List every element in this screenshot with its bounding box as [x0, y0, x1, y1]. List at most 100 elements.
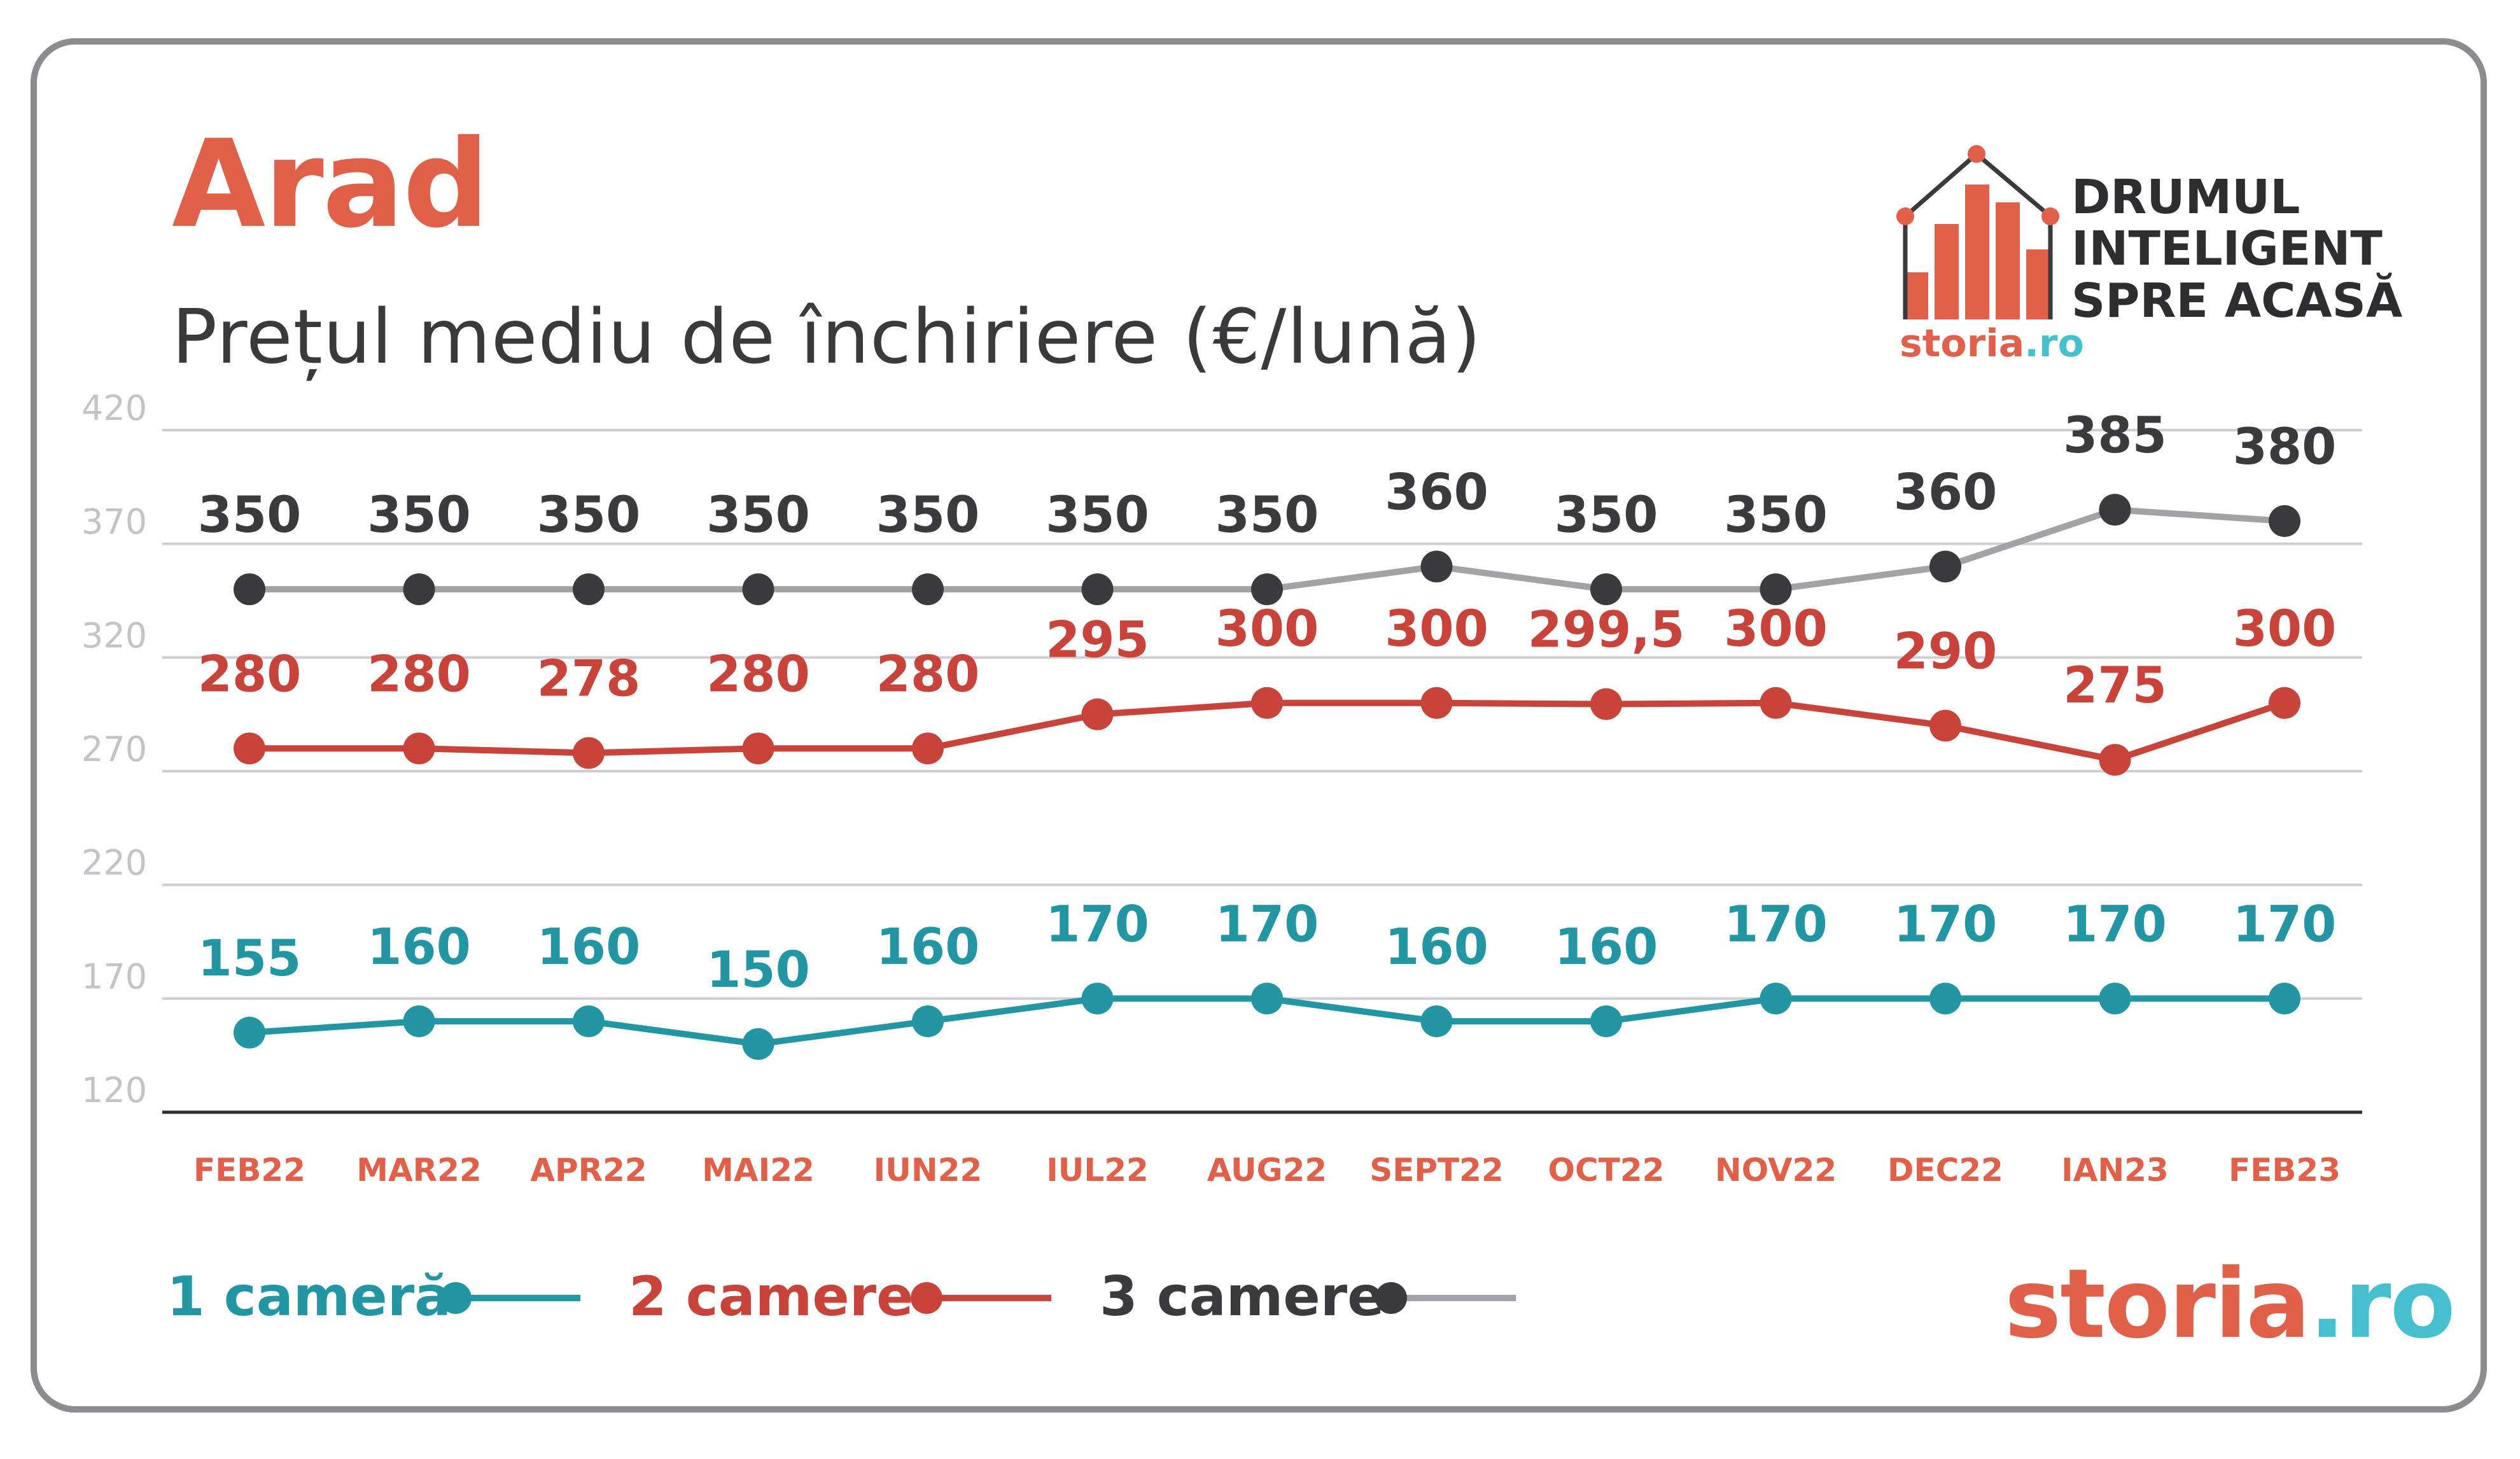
x-tick-label: SEPT22 — [1369, 1152, 1504, 1189]
data-point — [234, 732, 265, 765]
x-tick-label: IAN23 — [2061, 1152, 2169, 1189]
data-point — [2099, 982, 2131, 1015]
y-tick-label: 120 — [81, 1070, 147, 1110]
x-tick-label: DEC22 — [1887, 1152, 2003, 1189]
data-label: 170 — [1724, 896, 1828, 953]
data-label: 300 — [2233, 601, 2337, 658]
footer-brand-b: .ro — [2309, 1249, 2456, 1360]
x-tick-label: MAR22 — [356, 1152, 482, 1189]
data-point — [912, 732, 944, 765]
data-point — [234, 573, 265, 606]
x-tick-label: IUN22 — [874, 1152, 983, 1189]
data-point — [1929, 550, 1961, 583]
footer-brand: storia.ro — [2005, 1257, 2456, 1352]
data-point — [912, 1005, 944, 1038]
data-label: 170 — [2233, 896, 2337, 953]
data-label: 290 — [1894, 624, 1998, 681]
data-point — [573, 737, 605, 769]
data-point — [2269, 687, 2300, 719]
data-label: 150 — [706, 942, 810, 999]
data-label: 350 — [367, 487, 471, 544]
data-label: 170 — [1894, 896, 1998, 953]
data-label: 280 — [876, 646, 980, 703]
data-label: 385 — [2063, 407, 2167, 464]
data-label: 380 — [2233, 419, 2337, 476]
x-tick-label: APR22 — [530, 1152, 647, 1189]
data-label: 280 — [198, 646, 302, 703]
logo-brand-small: storia.ro — [1900, 325, 2084, 363]
logo-line-2: INTELIGENT — [2071, 221, 2383, 277]
data-point — [573, 573, 605, 606]
data-point — [1420, 687, 1453, 719]
data-label: 350 — [876, 487, 980, 544]
data-label: 360 — [1894, 464, 1998, 521]
data-point — [1760, 982, 1792, 1015]
data-label: 280 — [706, 646, 810, 703]
x-tick-label: IUL22 — [1046, 1152, 1149, 1189]
data-point — [573, 1005, 605, 1038]
data-label: 170 — [1215, 896, 1319, 953]
y-tick-label: 170 — [81, 956, 147, 996]
data-point — [1251, 687, 1283, 719]
data-label: 299,5 — [1528, 602, 1685, 659]
series-1: 155 160 160 150 160 170 170 160 160 170 170 170 170 — [198, 896, 2337, 1060]
logo-brand-b: .ro — [2024, 321, 2084, 366]
data-label: 300 — [1724, 601, 1828, 658]
data-label: 350 — [198, 487, 302, 544]
data-point — [1760, 573, 1792, 606]
data-point — [2099, 494, 2131, 526]
logo-tagline: DRUMUL INTELIGENT SPRE ACASĂ — [2071, 170, 2428, 327]
x-tick-label: FEB23 — [2229, 1152, 2341, 1189]
data-label: 160 — [1555, 919, 1658, 976]
data-point — [742, 732, 774, 765]
chart-title: Arad — [172, 114, 489, 255]
data-label: 360 — [1385, 464, 1488, 521]
data-label: 295 — [1046, 612, 1149, 669]
x-tick-label: NOV22 — [1715, 1152, 1837, 1189]
legend-marker — [911, 1282, 942, 1314]
footer-brand-a: storia — [2005, 1249, 2311, 1360]
data-point — [1929, 982, 1961, 1015]
data-label: 278 — [537, 650, 641, 708]
data-label: 350 — [1046, 487, 1149, 544]
legend-marker — [440, 1282, 472, 1314]
y-tick-label: 220 — [81, 843, 147, 883]
legend-markers — [440, 1282, 1516, 1314]
legend-label-2: 2 camere — [629, 1265, 914, 1329]
series: 155 160 160 150 160 170 170 160 160 170 170 170 170 2… — [198, 407, 2337, 1060]
x-tick-label: MAI22 — [702, 1152, 815, 1189]
chart-subtitle: Prețul mediu de închiriere (€/lună) — [172, 293, 1481, 380]
data-point — [742, 573, 774, 606]
data-label: 300 — [1215, 601, 1319, 658]
data-point — [1590, 1005, 1622, 1038]
data-point — [1590, 688, 1622, 720]
data-label: 160 — [367, 919, 471, 976]
x-tick-label: OCT22 — [1548, 1152, 1665, 1189]
data-point — [403, 1005, 435, 1038]
data-point — [403, 573, 435, 606]
logo-brand-a: storia — [1900, 321, 2025, 366]
data-point — [2269, 982, 2300, 1015]
data-point — [1420, 1005, 1453, 1038]
data-label: 350 — [1555, 487, 1658, 544]
logo-line-1: DRUMUL — [2071, 170, 2300, 225]
data-point — [912, 573, 944, 606]
data-point — [2269, 505, 2300, 537]
data-label: 160 — [1385, 919, 1488, 976]
data-point — [1929, 709, 1961, 742]
data-label: 170 — [2063, 896, 2167, 953]
data-point — [2099, 744, 2131, 776]
data-point — [1081, 982, 1114, 1015]
y-tick-label: 420 — [81, 388, 147, 428]
data-point — [1760, 687, 1792, 719]
data-point — [1590, 573, 1622, 606]
data-point — [742, 1028, 774, 1060]
y-tick-label: 270 — [81, 729, 147, 769]
x-tick-label: FEB22 — [193, 1152, 305, 1189]
data-label: 170 — [1046, 896, 1149, 953]
data-point — [1420, 550, 1453, 583]
chart-card — [31, 38, 2487, 1413]
data-point — [234, 1016, 265, 1049]
y-tick-label: 370 — [81, 502, 147, 542]
data-point — [1251, 573, 1283, 606]
